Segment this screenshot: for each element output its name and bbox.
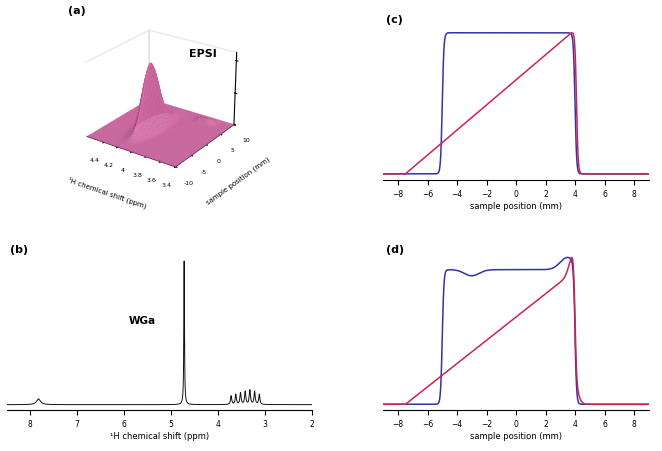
X-axis label: sample position (mm): sample position (mm) xyxy=(470,432,562,441)
Text: WGa: WGa xyxy=(128,316,156,326)
X-axis label: ¹H chemical shift (ppm): ¹H chemical shift (ppm) xyxy=(110,432,209,441)
X-axis label: ¹H chemical shift (ppm): ¹H chemical shift (ppm) xyxy=(66,176,147,210)
Text: (b): (b) xyxy=(10,245,28,255)
Y-axis label: sample position (mm): sample position (mm) xyxy=(205,156,271,206)
Text: EPSI: EPSI xyxy=(189,49,217,59)
X-axis label: sample position (mm): sample position (mm) xyxy=(470,202,562,211)
Text: (d): (d) xyxy=(386,245,404,255)
Text: (c): (c) xyxy=(386,15,402,25)
Text: (a): (a) xyxy=(68,5,85,15)
